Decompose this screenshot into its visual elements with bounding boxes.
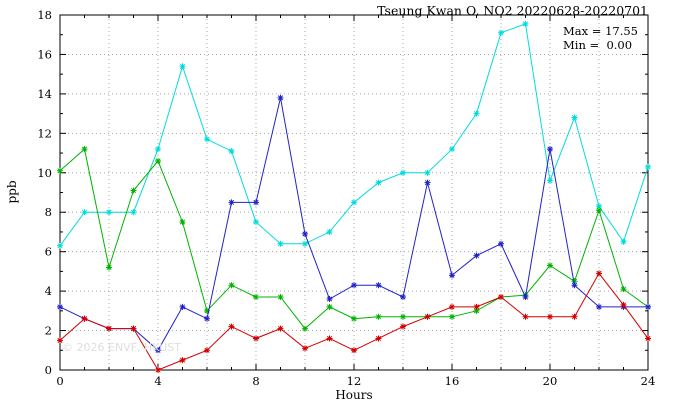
svg-text:8: 8 [252, 374, 259, 388]
min-value-label: Min = 0.00 [563, 38, 633, 52]
svg-text:18: 18 [37, 8, 52, 22]
svg-text:14: 14 [37, 87, 52, 101]
svg-text:4: 4 [154, 374, 161, 388]
svg-text:16: 16 [445, 374, 460, 388]
svg-text:4: 4 [45, 284, 52, 298]
svg-text:8: 8 [45, 205, 52, 219]
svg-text:6: 6 [45, 245, 52, 259]
series-cyan [57, 20, 651, 249]
chart-title: Tseung Kwan O, NO2 20220628-20220701 [377, 3, 648, 18]
series-blue [57, 94, 651, 354]
axis-ticks [59, 14, 649, 371]
max-value-label: Max = 17.55 [563, 24, 638, 38]
max-min-annotation: Max = 17.55 Min = 0.00 [563, 24, 638, 52]
svg-text:10: 10 [37, 166, 52, 180]
svg-text:24: 24 [641, 374, 656, 388]
svg-text:12: 12 [347, 374, 362, 388]
series-cyan-markers [57, 20, 651, 249]
series-red-markers [57, 270, 651, 373]
y-axis-label: ppb [5, 180, 19, 204]
watermark-text: © 2026 ENVF, HKUST [62, 341, 181, 354]
series-red [57, 270, 651, 373]
svg-text:0: 0 [56, 374, 63, 388]
svg-text:0: 0 [45, 363, 52, 377]
series-blue-markers [57, 94, 651, 354]
svg-text:12: 12 [37, 126, 52, 140]
svg-text:2: 2 [45, 324, 52, 338]
svg-text:20: 20 [543, 374, 558, 388]
x-axis-label: Hours [335, 388, 373, 402]
svg-text:16: 16 [37, 47, 52, 61]
series-green-line [59, 148, 649, 330]
